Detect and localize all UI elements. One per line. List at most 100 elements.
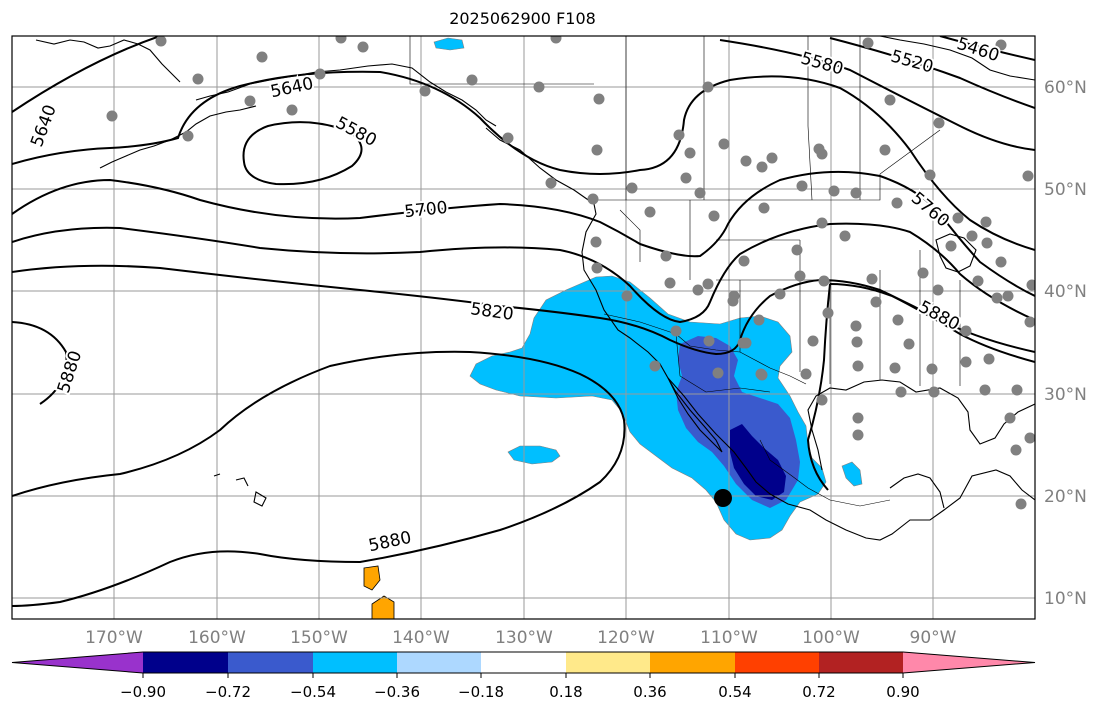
colorbar-tick-label: 0.54: [718, 683, 751, 701]
station-dot: [991, 292, 1003, 304]
colorbar-tick-label: 0.36: [633, 683, 666, 701]
latitude-label: 40°N: [1044, 282, 1087, 302]
station-dot: [758, 202, 770, 214]
station-dot: [1024, 316, 1035, 328]
station-dot: [928, 386, 940, 398]
west-coast-north-america: [485, 127, 1035, 541]
baja-california: [667, 377, 723, 453]
station-dot: [694, 187, 706, 199]
station-dot: [357, 41, 369, 53]
station-dot: [755, 368, 767, 380]
latitude-label: 30°N: [1044, 385, 1087, 405]
station-dot: [591, 144, 603, 156]
station-dot: [852, 429, 864, 441]
anomaly-shading: [363, 37, 863, 619]
colorbar-segment: [313, 652, 397, 673]
anomaly-region-small: [841, 461, 863, 487]
station-dot: [852, 412, 864, 424]
colorbar-tick-label: 0.18: [549, 683, 582, 701]
station-dot: [740, 337, 752, 349]
colorbar-extend-right: [903, 652, 1035, 673]
station-dot: [850, 320, 862, 332]
station-dot: [644, 206, 656, 218]
station-dot: [664, 277, 676, 289]
station-dot: [621, 290, 633, 302]
station-dot: [884, 94, 896, 106]
longitude-label: 160°W: [188, 628, 246, 648]
station-dot: [286, 104, 298, 116]
station-dot: [995, 256, 1007, 268]
station-dot: [718, 138, 730, 150]
station-dot: [533, 81, 545, 93]
station-dot: [756, 161, 768, 173]
station-dot: [818, 275, 830, 287]
station-dot: [816, 148, 828, 160]
station-dot: [155, 36, 167, 47]
colorbar: −0.90 −0.72 −0.54 −0.36 −0.18 0.18 0.36 0.54 0.7…: [11, 651, 1036, 701]
station-dot: [952, 212, 964, 224]
station-dot: [891, 197, 903, 209]
latitude-label: 50°N: [1044, 180, 1087, 200]
alaska-coast: [195, 63, 497, 127]
contour-5640: [12, 70, 1035, 251]
longitude-label: 140°W: [392, 628, 450, 648]
contour-5760: [12, 222, 1035, 324]
anomaly-region-dark: [730, 424, 786, 500]
station-dot: [870, 296, 882, 308]
station-dot: [702, 81, 714, 93]
station-dot: [1022, 170, 1034, 182]
station-dot: [753, 314, 765, 326]
colorbar-segment: [650, 652, 735, 673]
longitude-label: 120°W: [597, 628, 655, 648]
contour-5880: [12, 350, 626, 607]
station-dot: [995, 39, 1007, 51]
station-dot: [703, 335, 715, 347]
latitude-label: 20°N: [1044, 487, 1087, 507]
political-boundaries: [409, 36, 961, 507]
station-dot: [738, 255, 750, 267]
colorbar-segment: [735, 652, 819, 673]
station-dot: [866, 273, 878, 285]
station-dot: [851, 336, 863, 348]
longitude-label: 90°W: [910, 628, 957, 648]
siberia-coast: [35, 39, 181, 83]
hawaii-islands: [213, 473, 267, 507]
station-dot: [766, 152, 778, 164]
anomaly-region-alaska: [433, 37, 465, 51]
map-frame: [11, 35, 1036, 620]
station-dot: [712, 367, 724, 379]
colorbar-segment: [228, 652, 313, 673]
station-dot: [828, 185, 840, 197]
station-dot: [895, 386, 907, 398]
station-dot: [550, 36, 562, 44]
station-dot: [945, 240, 957, 252]
station-dot: [740, 155, 752, 167]
station-dot: [980, 216, 992, 228]
station-dot: [673, 129, 685, 141]
station-dot: [106, 110, 118, 122]
station-dot: [728, 290, 740, 302]
latitude-label: 10°N: [1044, 589, 1087, 609]
station-dot: [1015, 498, 1027, 510]
station-dot: [979, 384, 991, 396]
station-dot: [926, 363, 938, 375]
station-dot: [1026, 279, 1035, 291]
station-dot: [1002, 290, 1014, 302]
anomaly-region-island: [507, 445, 561, 465]
great-lakes: [935, 233, 977, 273]
station-dot: [862, 37, 874, 49]
longitude-label: 130°W: [495, 628, 553, 648]
station-dot: [182, 130, 194, 142]
station-dot: [502, 132, 514, 144]
contour-5880-east: [829, 283, 1035, 363]
contour-5640-north: [12, 36, 161, 113]
longitude-label: 150°W: [290, 628, 348, 648]
station-dot: [192, 73, 204, 85]
station-dot: [774, 288, 786, 300]
station-dot: [1024, 432, 1035, 444]
station-dot: [816, 394, 828, 406]
station-dot: [960, 356, 972, 368]
colorbar-segment: [397, 652, 481, 673]
station-dot: [972, 275, 984, 287]
